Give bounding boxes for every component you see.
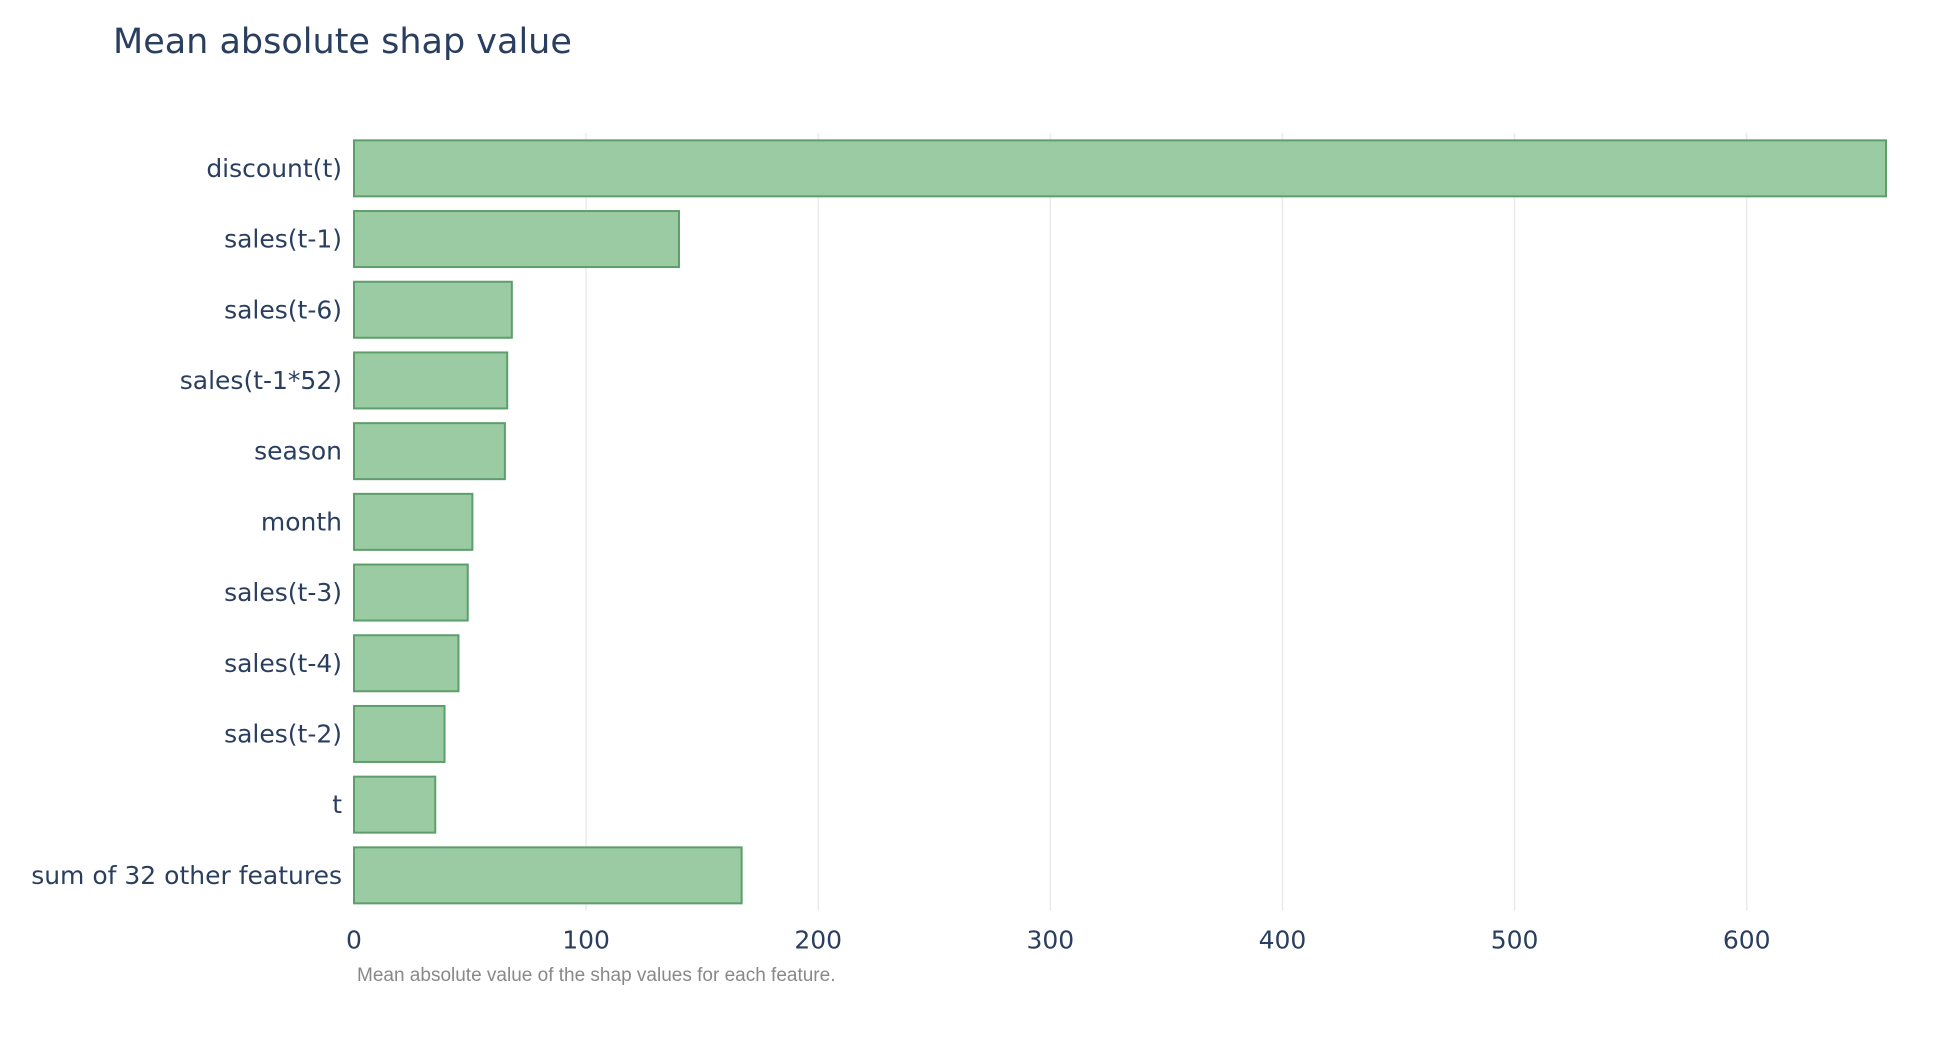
chart-title: Mean absolute shap value [113, 22, 572, 62]
bar[interactable] [353, 634, 460, 693]
x-tick-label: 200 [794, 926, 842, 955]
x-tick-label: 100 [562, 926, 610, 955]
bar[interactable] [353, 563, 469, 622]
category-label: sales(t-2) [224, 719, 342, 748]
x-tick-label: 0 [346, 926, 362, 955]
bar[interactable] [353, 210, 680, 269]
bar[interactable] [353, 492, 474, 551]
category-label: sum of 32 other features [31, 861, 342, 890]
bar[interactable] [353, 846, 743, 905]
chart-caption: Mean absolute value of the shap values f… [357, 965, 836, 986]
category-label: discount(t) [206, 154, 342, 183]
bar[interactable] [353, 139, 1887, 198]
grid-lines [585, 133, 1748, 911]
category-label: month [261, 507, 342, 536]
bar[interactable] [353, 422, 506, 481]
category-label: t [332, 790, 342, 819]
category-label: sales(t-6) [224, 295, 342, 324]
x-tick-label: 400 [1259, 926, 1307, 955]
category-label: sales(t-3) [224, 578, 342, 607]
x-tick-label: 600 [1723, 926, 1771, 955]
bars [353, 139, 1887, 905]
category-label: sales(t-4) [224, 649, 342, 678]
x-tick-label: 300 [1027, 926, 1075, 955]
bar[interactable] [353, 351, 509, 410]
bar[interactable] [353, 704, 446, 763]
x-tick-label: 500 [1491, 926, 1539, 955]
category-label: sales(t-1) [224, 225, 342, 254]
bar[interactable] [353, 280, 513, 339]
category-label: season [254, 437, 342, 466]
x-axis-ticks: 0 100 200 300 400 500 600 [346, 926, 1771, 955]
category-labels: discount(t) sales(t-1) sales(t-6) sales(t-1… [31, 154, 342, 890]
bar[interactable] [353, 775, 437, 834]
category-label: sales(t-1*52) [180, 366, 342, 395]
